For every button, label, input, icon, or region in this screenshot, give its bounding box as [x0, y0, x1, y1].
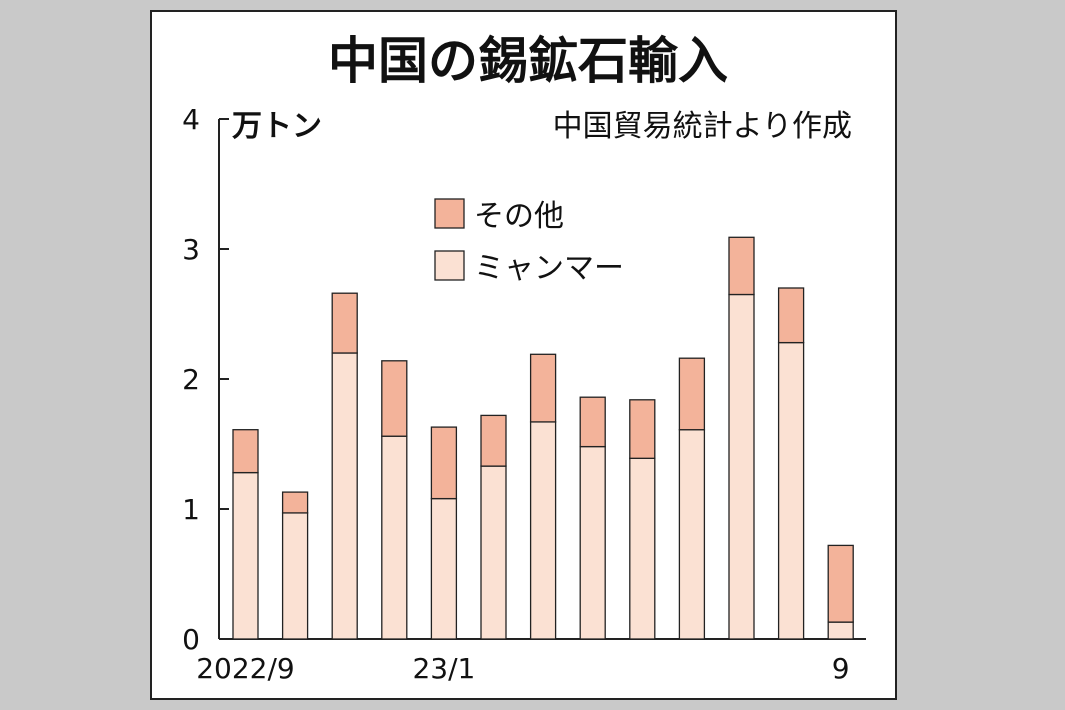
bar-segment-myanmar: [728, 293, 755, 640]
bar-segment-other: [678, 357, 706, 431]
y-tick-label: 2: [182, 363, 200, 396]
bar-segment-other: [777, 287, 805, 344]
legend-label: その他: [474, 199, 564, 234]
y-tick-label: 1: [182, 493, 200, 526]
bar-segment-other: [331, 292, 358, 354]
x-tick-label: 2022/9: [196, 652, 295, 685]
chart-frame: 中国の錫鉱石輸入 万トン 中国貿易統計より作成 0 1 2 3 4 2022/9 23/1 9…: [150, 10, 897, 700]
y-tick-label: 0: [182, 623, 200, 656]
legend-swatch: [434, 250, 465, 281]
x-tick-label: 23/1: [412, 652, 475, 685]
chart-svg: 中国の錫鉱石輸入 万トン 中国貿易統計より作成 0 1 2 3 4 2022/9 23/1 9…: [182, 32, 866, 685]
bar-segment-myanmar: [331, 352, 358, 640]
bar-segment-myanmar: [430, 497, 458, 640]
bar-segment-other: [579, 396, 606, 448]
unit-label: 万トン: [232, 109, 322, 144]
bar-segment-other: [827, 544, 854, 623]
y-tick-label: 3: [182, 233, 200, 266]
bar-segment-other: [381, 360, 408, 437]
x-tick-label: 9: [832, 652, 850, 685]
bar-segment-other: [232, 429, 259, 474]
chart-title: 中国の錫鉱石輸入: [328, 32, 728, 90]
bar-segment-myanmar: [678, 429, 706, 640]
bar-segment-other: [629, 399, 656, 459]
source-note: 中国貿易統計より作成: [553, 109, 852, 144]
bar-segment-myanmar: [232, 471, 259, 640]
bar-segment-myanmar: [381, 435, 408, 640]
legend-label: ミャンマー: [474, 251, 624, 286]
bar-segment-other: [529, 353, 557, 423]
bar-segment-other: [281, 491, 309, 514]
bars: [232, 236, 854, 640]
legend-swatch: [434, 198, 465, 229]
bar-segment-myanmar: [777, 341, 805, 640]
bar-segment-myanmar: [579, 445, 606, 640]
bar-segment-myanmar: [480, 465, 507, 640]
bar-segment-other: [480, 414, 507, 467]
bar-segment-myanmar: [827, 621, 854, 640]
bar-segment-myanmar: [629, 457, 656, 640]
bar-segment-other: [728, 236, 755, 296]
bar-segment-myanmar: [281, 512, 309, 640]
bar-segment-myanmar: [529, 421, 557, 640]
y-tick-label: 4: [182, 103, 200, 136]
bar-segment-other: [430, 426, 458, 500]
